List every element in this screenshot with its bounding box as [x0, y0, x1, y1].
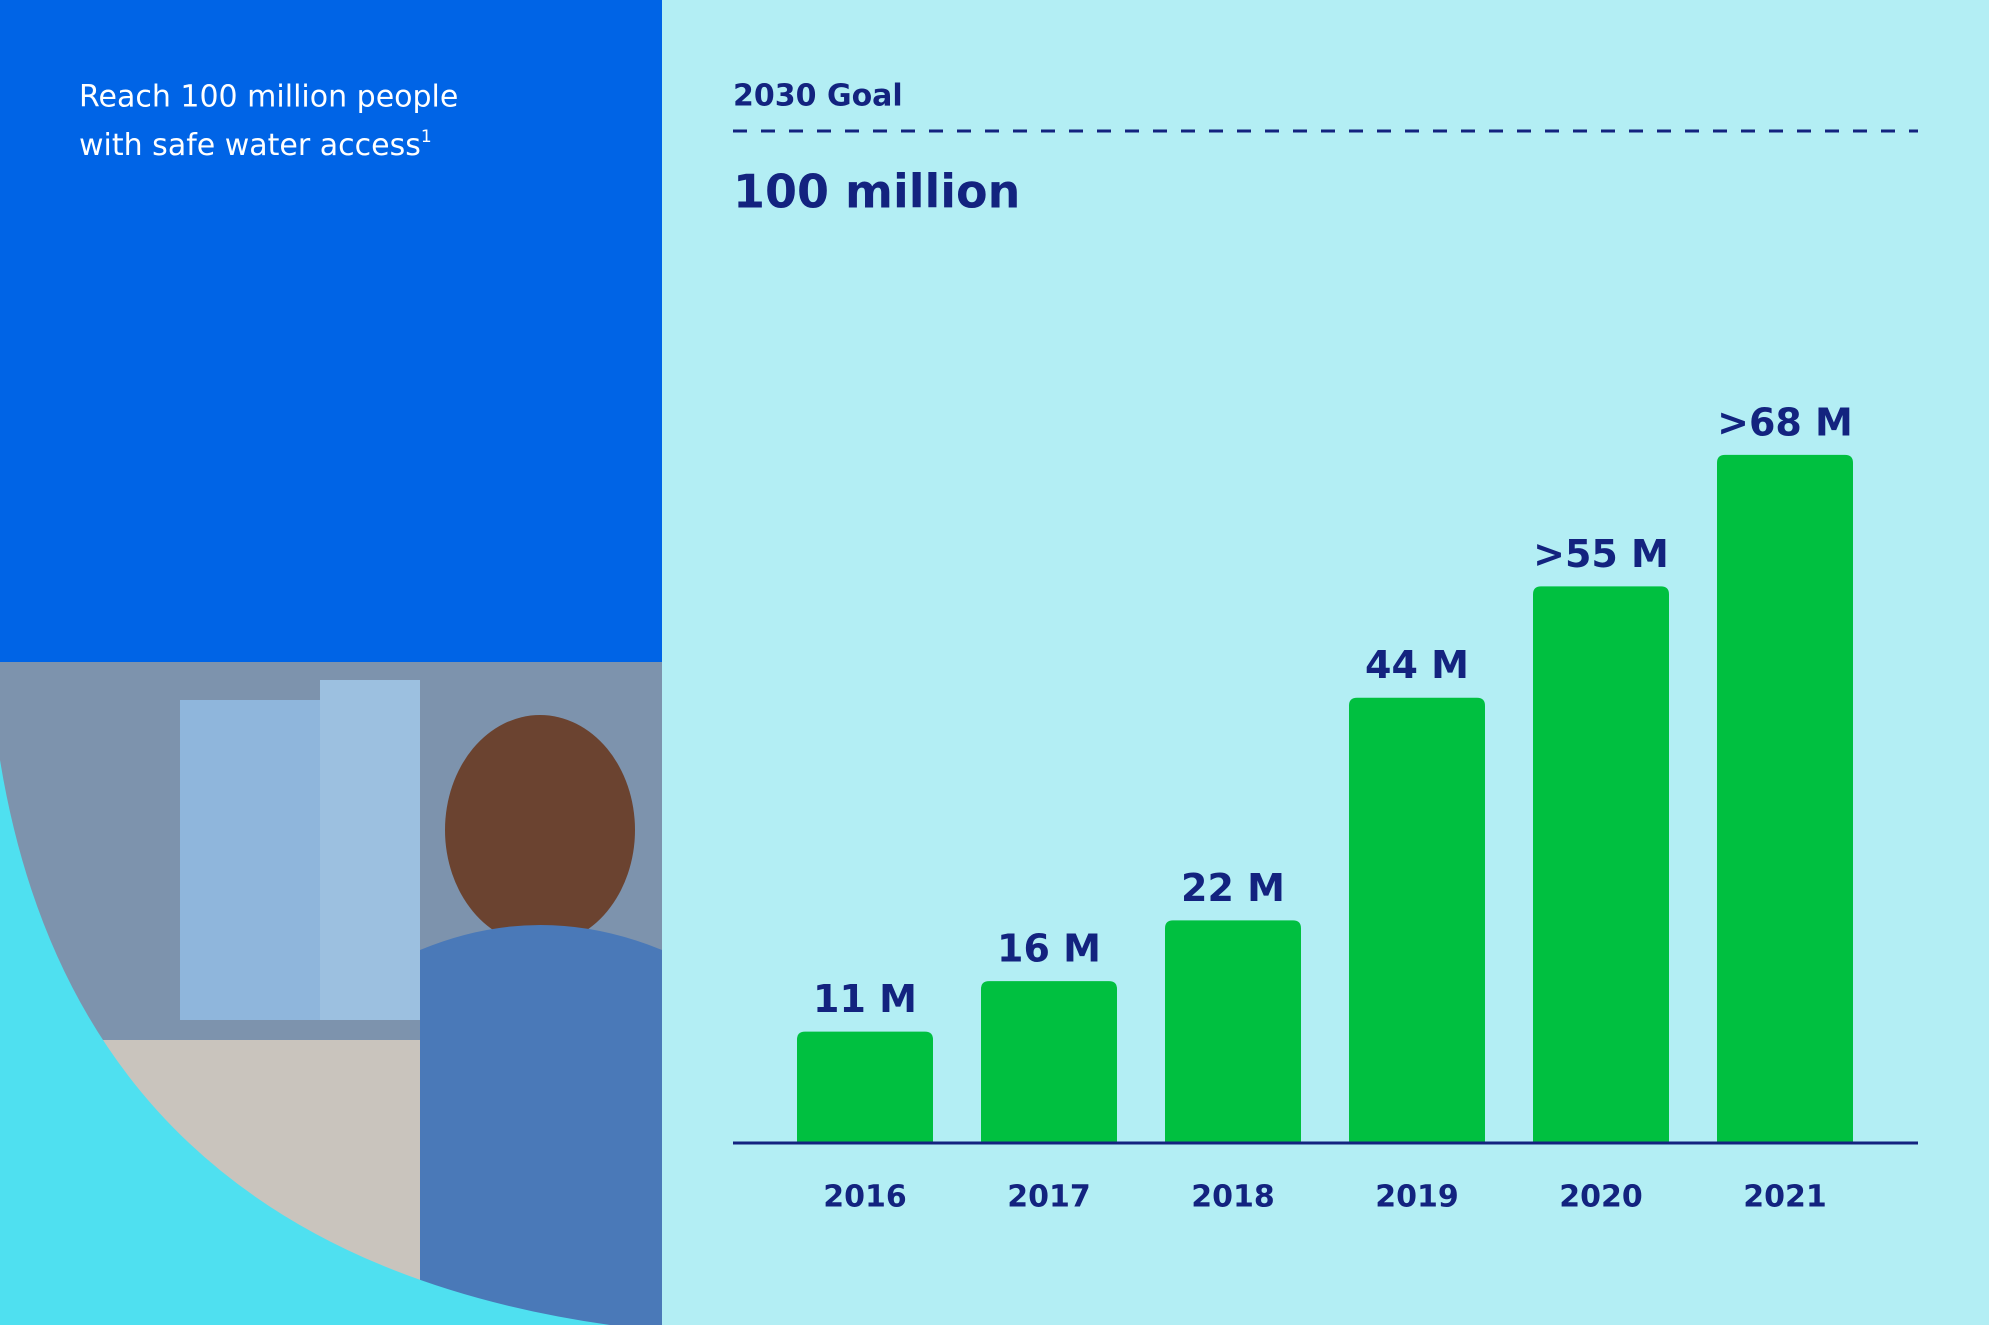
- x-tick-label: 2021: [1743, 1180, 1827, 1215]
- x-tick-label: 2017: [1007, 1180, 1091, 1215]
- bar: [1165, 920, 1301, 1143]
- bar: [797, 1031, 933, 1143]
- bar: [981, 981, 1117, 1143]
- x-tick-label: 2020: [1559, 1180, 1643, 1215]
- bar: [1717, 454, 1853, 1144]
- x-tick-label: 2018: [1191, 1180, 1275, 1215]
- value-label: 16 M: [997, 927, 1101, 971]
- photo-figure: [320, 680, 420, 1020]
- photo-face: [445, 715, 635, 945]
- photo: [0, 662, 662, 1325]
- photo-curve: [0, 760, 610, 1325]
- goal-label: 2030 Goal: [733, 79, 903, 114]
- value-label: 11 M: [813, 977, 917, 1021]
- photo-shirt: [420, 925, 662, 1325]
- bar: [1349, 697, 1485, 1143]
- value-label: 22 M: [1181, 866, 1285, 910]
- title-line-text: with safe water access: [79, 128, 421, 163]
- title-line: with safe water access1: [79, 127, 432, 163]
- title-line: Reach 100 million people: [79, 80, 458, 115]
- x-tick-label: 2016: [823, 1180, 907, 1215]
- photo-figure: [180, 700, 320, 1020]
- value-label: >68 M: [1717, 400, 1853, 444]
- bar: [1533, 586, 1669, 1143]
- value-label: >55 M: [1533, 532, 1669, 576]
- title-panel: [0, 0, 662, 662]
- value-label: 44 M: [1365, 643, 1469, 687]
- x-tick-label: 2019: [1375, 1180, 1459, 1215]
- goal-value-label: 100 million: [733, 165, 1020, 219]
- footnote-mark: 1: [421, 127, 432, 147]
